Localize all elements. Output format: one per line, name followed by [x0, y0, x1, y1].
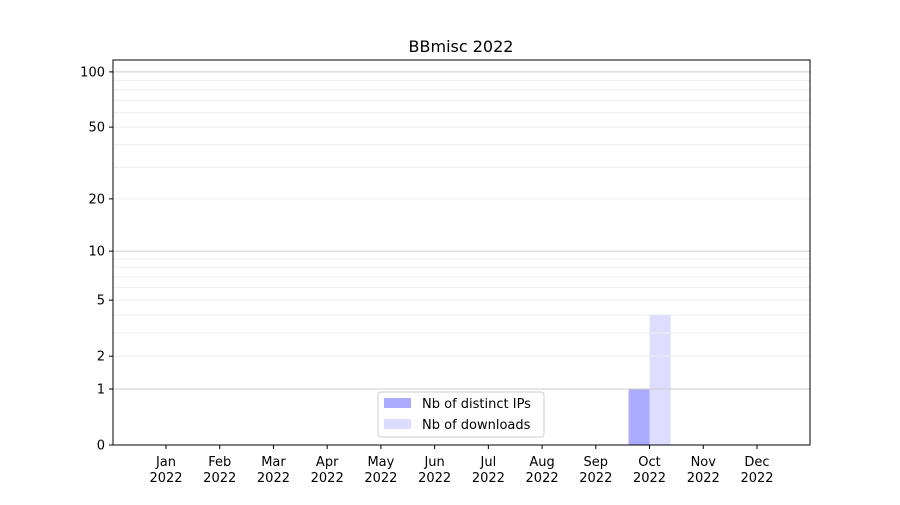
y-tick-label: 20: [88, 192, 105, 207]
x-tick-label: Nov: [691, 455, 717, 470]
x-tick-label: 2022: [364, 471, 397, 486]
x-tick-label: 2022: [526, 471, 559, 486]
chart-title: BBmisc 2022: [409, 37, 514, 56]
x-tick-label: Jun: [423, 455, 444, 470]
y-tick-label: 5: [97, 294, 105, 309]
x-tick-label: 2022: [579, 471, 612, 486]
x-tick-label: Jul: [480, 455, 497, 470]
x-tick-label: Feb: [208, 455, 231, 470]
x-tick-label: 2022: [687, 471, 720, 486]
x-tick-label: 2022: [418, 471, 451, 486]
y-tick-label: 100: [80, 65, 105, 80]
x-tick-label: 2022: [633, 471, 666, 486]
legend-label: Nb of distinct IPs: [422, 397, 531, 412]
x-tick-label: 2022: [311, 471, 344, 486]
bar-nb-of-distinct-ips: [628, 388, 650, 445]
plot-frame: [112, 59, 811, 446]
y-tick-label: 50: [88, 121, 105, 136]
x-tick-label: Oct: [638, 455, 660, 470]
y-tick-label: 10: [88, 245, 105, 260]
x-tick-label: 2022: [472, 471, 505, 486]
y-tick-label: 1: [97, 382, 105, 397]
legend-swatch: [384, 398, 411, 408]
legend-swatch: [384, 419, 411, 429]
x-tick-label: Jan: [155, 455, 176, 470]
x-tick-label: May: [367, 455, 394, 470]
x-tick-label: Apr: [316, 455, 339, 470]
x-tick-label: Dec: [744, 455, 769, 470]
bar-nb-of-downloads: [649, 314, 671, 445]
x-tick-label: Aug: [529, 455, 554, 470]
x-tick-label: 2022: [149, 471, 182, 486]
x-tick-label: 2022: [740, 471, 773, 486]
x-tick-label: Mar: [261, 455, 286, 470]
y-tick-label: 0: [97, 439, 105, 454]
x-tick-label: Sep: [584, 455, 609, 470]
x-tick-label: 2022: [203, 471, 236, 486]
legend-box: [377, 391, 545, 438]
legend-label: Nb of downloads: [422, 418, 531, 433]
x-tick-label: 2022: [257, 471, 290, 486]
y-tick-label: 2: [97, 350, 105, 365]
